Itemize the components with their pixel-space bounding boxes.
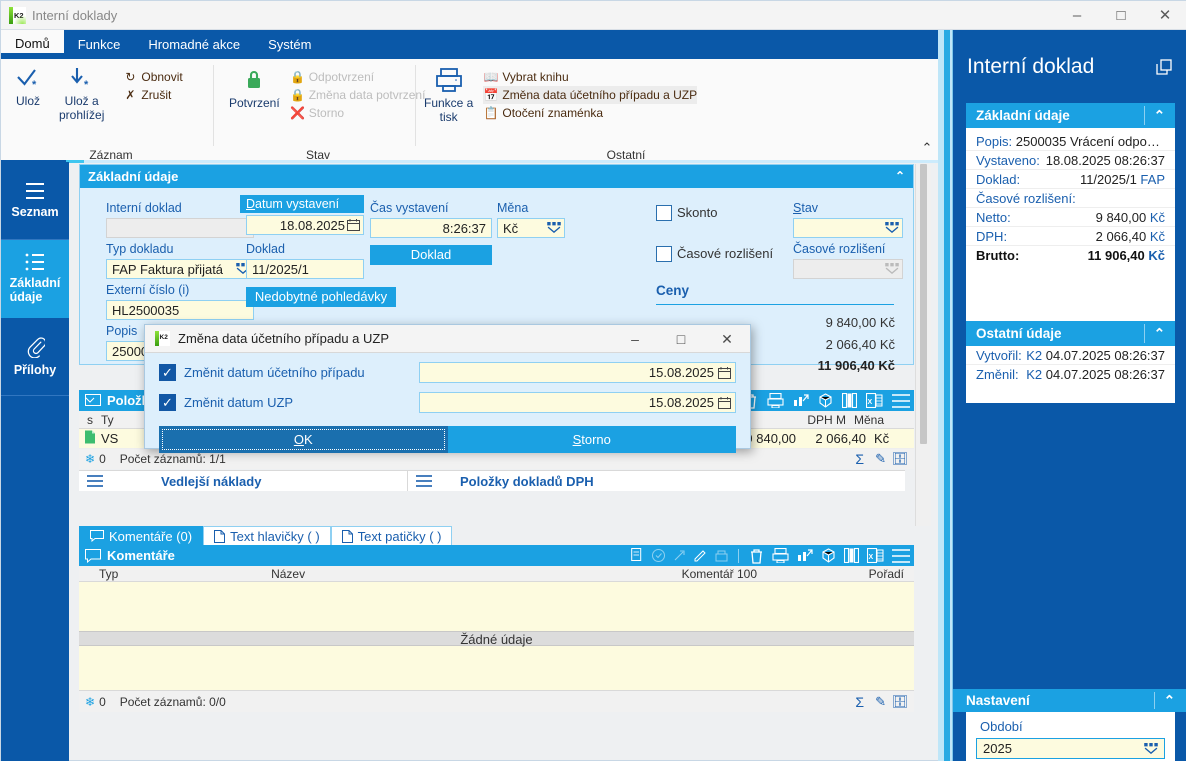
svg-text:X: X <box>869 554 874 561</box>
svg-text:*: * <box>84 79 89 91</box>
svg-text:*: * <box>32 79 37 91</box>
svg-text:X: X <box>868 399 873 406</box>
